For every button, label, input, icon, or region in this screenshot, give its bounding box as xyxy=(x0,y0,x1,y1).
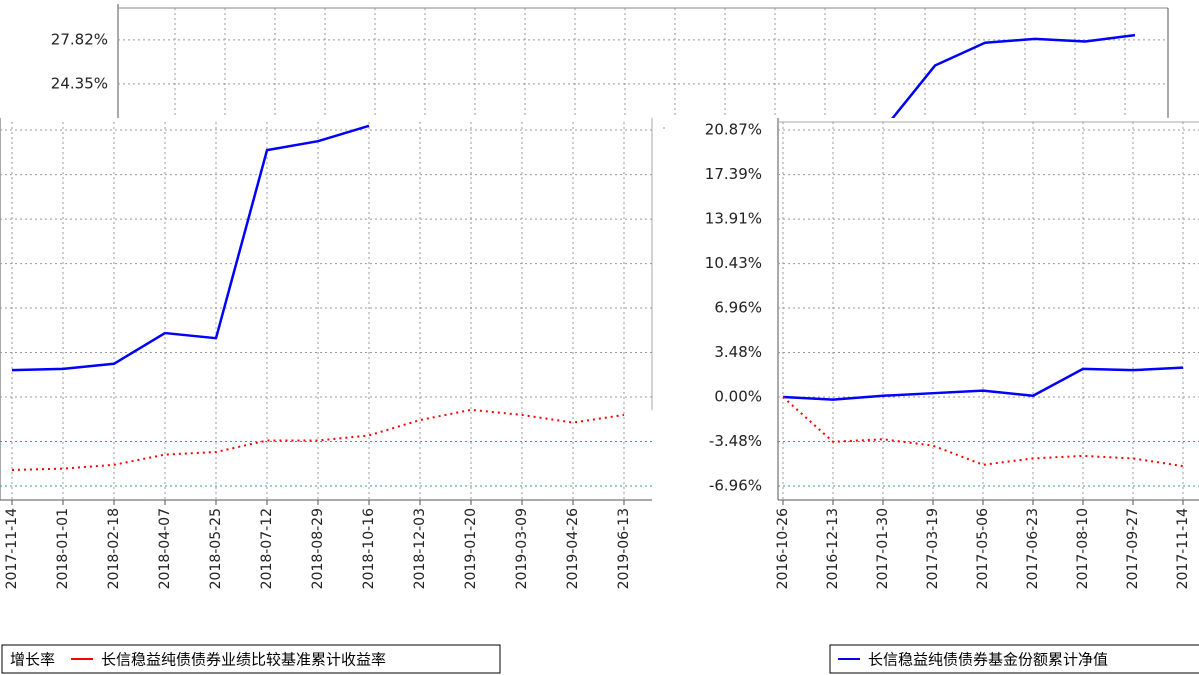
x-tick-label: 2017-06-23 xyxy=(1025,508,1041,589)
right-panel xyxy=(665,118,1199,675)
x-tick-label: 2018-01-01 xyxy=(55,508,71,589)
x-tick-label: 2017-11-14 xyxy=(1175,508,1191,589)
y-tick-label: 13.91% xyxy=(705,210,762,228)
x-tick-label: 2017-05-06 xyxy=(975,508,991,589)
series-line xyxy=(782,366,1184,401)
x-tick-label: 2018-08-29 xyxy=(310,508,326,589)
y-tick-label: 24.35% xyxy=(51,74,108,92)
left-panel xyxy=(0,118,662,675)
x-tick-label: 2018-05-25 xyxy=(208,508,224,589)
legend-label: 长信稳益纯债债券业绩比较基准累计收益率 xyxy=(101,651,386,669)
x-tick-label: 2016-10-26 xyxy=(775,508,791,589)
y-tick-label: 3.48% xyxy=(714,343,762,361)
x-tick-label: 2018-10-16 xyxy=(361,508,377,589)
x-tick-label: 2019-06-13 xyxy=(616,508,632,589)
x-tick-label: 2017-11-14 xyxy=(4,508,20,589)
series-line xyxy=(11,408,625,471)
y-tick-label: -6.96% xyxy=(709,477,762,495)
x-tick-label: 2016-12-13 xyxy=(825,508,841,589)
y-tick-label: 17.39% xyxy=(705,165,762,183)
x-tick-label: 2019-01-20 xyxy=(463,508,479,589)
x-tick-label: 2018-02-18 xyxy=(106,508,122,589)
y-tick-label: 10.43% xyxy=(705,254,762,272)
y-tick-label: 27.82% xyxy=(51,30,108,48)
x-tick-label: 2018-12-03 xyxy=(412,508,428,589)
legend-box xyxy=(829,644,1199,674)
y-tick-label: -3.48% xyxy=(709,432,762,450)
x-tick-label: 2017-09-27 xyxy=(1125,508,1141,589)
x-tick-label: 2017-08-10 xyxy=(1075,508,1091,589)
right-chart: -6.96% -3.48% 0.00% 3.48% 6.96% 10.43% 13.91% 1… xyxy=(705,118,1199,674)
x-tick-label: 2019-03-09 xyxy=(514,508,530,589)
y-tick-label: 0.00% xyxy=(714,388,762,406)
x-tick-label: 2019-04-26 xyxy=(565,508,581,589)
top-chart: 20.87%24.35%27.82% xyxy=(51,4,1169,130)
series-line xyxy=(11,124,370,372)
legend-label: 长信稳益纯债债券基金份额累计净值 xyxy=(868,651,1108,669)
x-tick-label: 2017-03-19 xyxy=(925,508,941,589)
legend-label: 增长率 xyxy=(10,651,55,669)
series-line xyxy=(782,396,1184,468)
y-tick-label: 6.96% xyxy=(714,298,762,316)
x-tick-label: 2018-07-12 xyxy=(259,508,275,589)
x-tick-label: 2018-04-07 xyxy=(157,508,173,589)
y-tick-label: 20.87% xyxy=(705,121,762,139)
left-chart: 2017-11-14 2018-01-01 2018-02-18 2018-04-07… xyxy=(0,118,653,674)
x-tick-label: 2017-01-30 xyxy=(875,508,891,589)
series-line xyxy=(884,33,1136,129)
